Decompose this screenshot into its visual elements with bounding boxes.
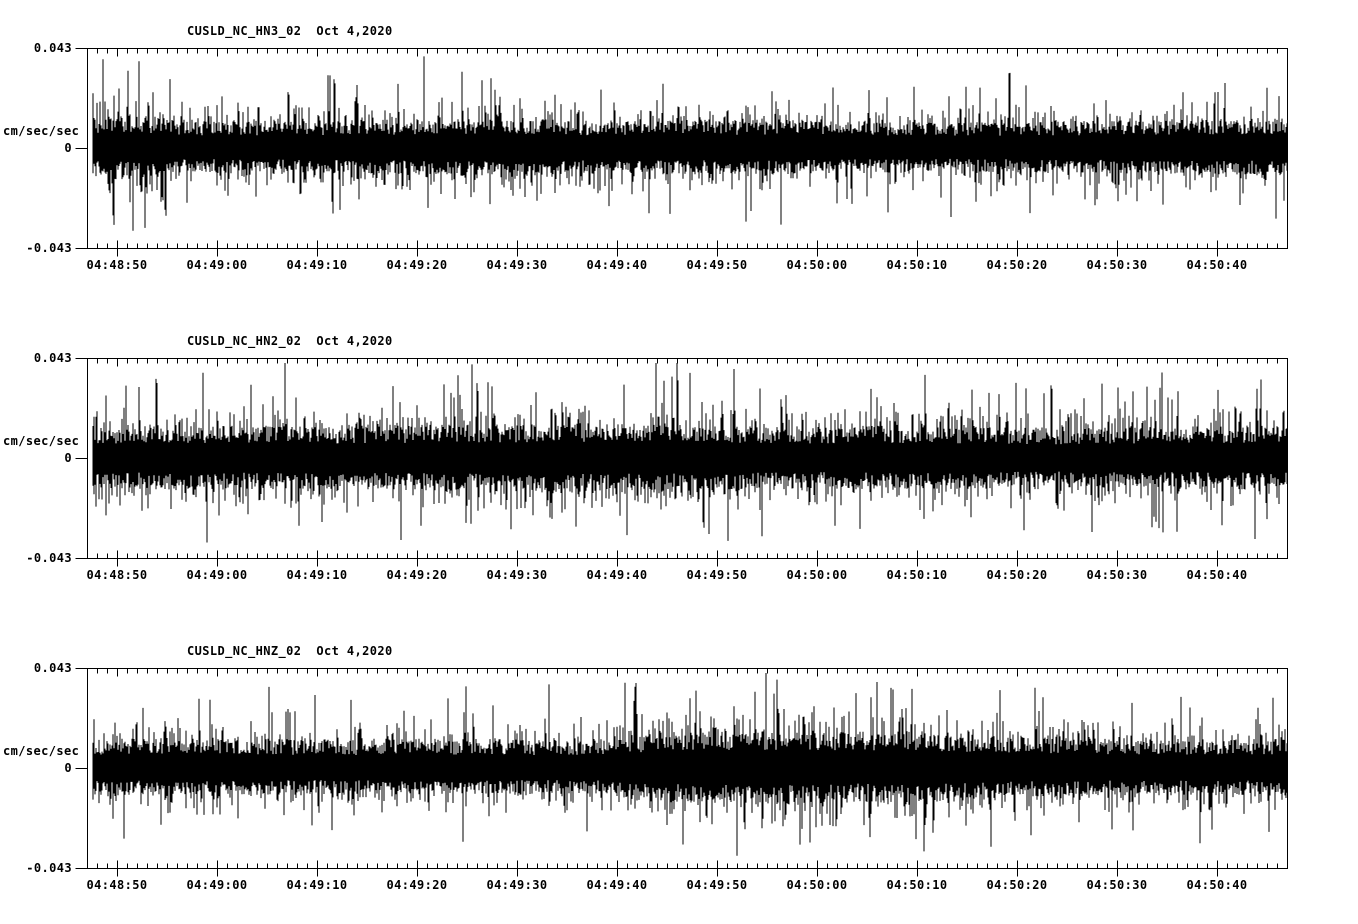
station-channel-label: CUSLD_NC_HN3_02 [187, 24, 302, 38]
date-label: Oct 4,2020 [316, 24, 393, 38]
y-tick-label-max: 0.043 [33, 41, 72, 55]
seismogram-panel-hnz: CUSLD_NC_HNZ_02 Oct 4,2020 0.043 cm/sec/s… [0, 620, 1358, 920]
y-tick-label-zero: 0 [64, 761, 72, 775]
seismogram-panel-hn3: CUSLD_NC_HN3_02 Oct 4,2020 0.043 cm/sec/s… [0, 0, 1358, 300]
y-tick-label-max: 0.043 [33, 351, 72, 365]
panel-title: CUSLD_NC_HN2_02 Oct 4,2020 [187, 334, 393, 348]
y-axis-unit-label: cm/sec/sec [3, 434, 80, 448]
y-tick-label-min: -0.043 [26, 241, 72, 255]
y-tick-label-zero: 0 [64, 141, 72, 155]
waveform-plot [75, 48, 1288, 257]
date-label: Oct 4,2020 [316, 644, 393, 658]
panel-title: CUSLD_NC_HN3_02 Oct 4,2020 [187, 24, 393, 38]
y-tick-label-max: 0.043 [33, 661, 72, 675]
date-label: Oct 4,2020 [316, 334, 393, 348]
y-axis-unit-label: cm/sec/sec [3, 744, 80, 758]
panel-title: CUSLD_NC_HNZ_02 Oct 4,2020 [187, 644, 393, 658]
station-channel-label: CUSLD_NC_HN2_02 [187, 334, 302, 348]
waveform-plot [75, 358, 1288, 567]
y-axis-unit-label: cm/sec/sec [3, 124, 80, 138]
station-channel-label: CUSLD_NC_HNZ_02 [187, 644, 302, 658]
seismogram-panel-hn2: CUSLD_NC_HN2_02 Oct 4,2020 0.043 cm/sec/s… [0, 310, 1358, 610]
y-tick-label-min: -0.043 [26, 861, 72, 875]
waveform-plot [75, 668, 1288, 877]
y-tick-label-zero: 0 [64, 451, 72, 465]
y-tick-label-min: -0.043 [26, 551, 72, 565]
